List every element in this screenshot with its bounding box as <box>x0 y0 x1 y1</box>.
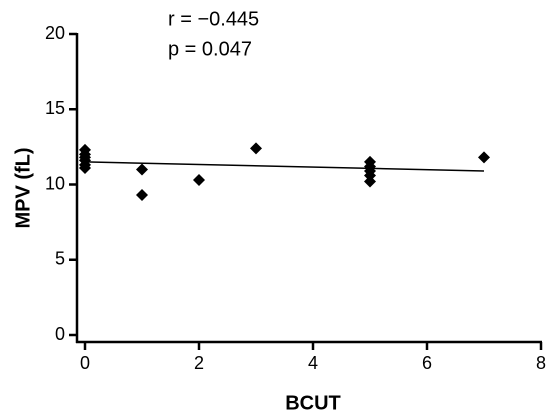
fit-line <box>84 161 485 172</box>
x-tick-label: 0 <box>80 353 90 373</box>
x-tick-label: 6 <box>422 353 432 373</box>
point <box>478 151 490 164</box>
annotation: r = −0.445 <box>168 8 259 30</box>
y-tick-label: 5 <box>55 249 65 269</box>
point <box>136 189 148 202</box>
point <box>250 142 262 155</box>
y-axis-title: MPV (fL) <box>12 147 34 228</box>
annotation: p = 0.047 <box>168 38 252 60</box>
y-tick-label: 0 <box>55 324 65 344</box>
x-tick-label: 4 <box>308 353 318 373</box>
y-tick-label: 20 <box>45 23 65 43</box>
y-tick-label: 15 <box>45 98 65 118</box>
point <box>364 169 376 182</box>
point <box>79 161 91 174</box>
x-tick-label: 8 <box>536 353 546 373</box>
x-tick-label: 2 <box>194 353 204 373</box>
point <box>364 175 376 188</box>
point <box>193 173 205 186</box>
point <box>136 163 148 176</box>
x-axis-title: BCUT <box>285 392 341 414</box>
y-tick-label: 10 <box>45 173 65 193</box>
